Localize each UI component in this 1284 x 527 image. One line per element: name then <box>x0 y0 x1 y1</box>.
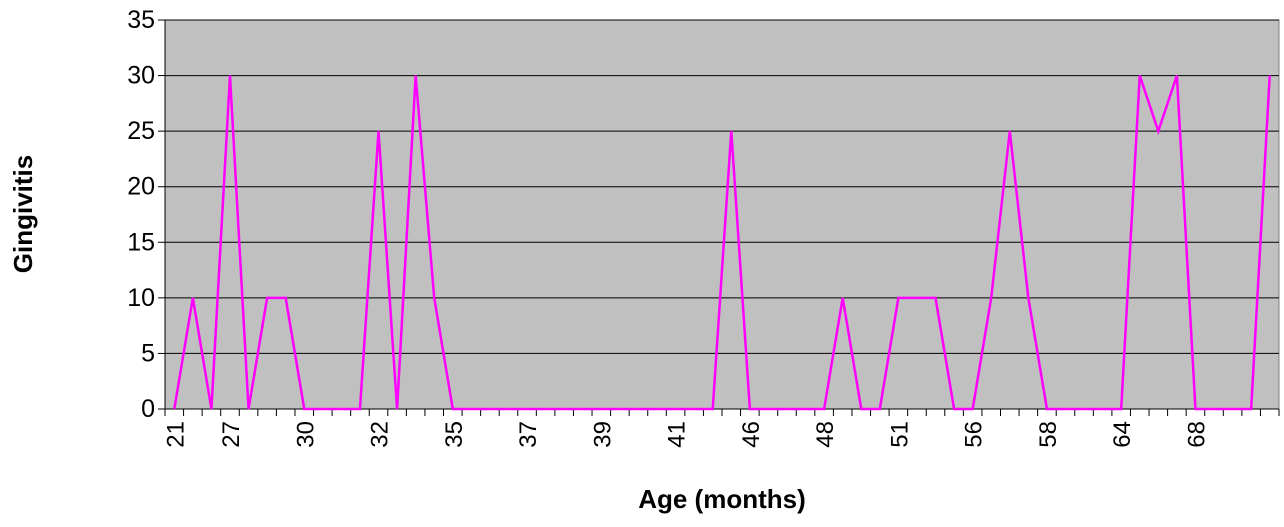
y-tick-label: 35 <box>127 6 155 34</box>
y-tick-label: 15 <box>127 228 155 256</box>
x-tick-label: 48 <box>812 421 839 448</box>
x-tick-label: 39 <box>589 421 616 448</box>
y-tick-label: 25 <box>127 117 155 145</box>
x-tick-label: 46 <box>738 421 765 448</box>
y-tick-label: 0 <box>141 395 155 423</box>
plot-area <box>164 19 1280 410</box>
data-line <box>173 75 1271 411</box>
y-axis-title: Gingivitis <box>8 155 38 273</box>
x-tick-label: 35 <box>441 421 468 448</box>
x-tick-label: 30 <box>292 421 319 448</box>
x-tick-label: 56 <box>961 421 988 448</box>
y-tick-label: 5 <box>141 339 155 367</box>
y-tick-label: 10 <box>127 284 155 312</box>
x-tick-label: 41 <box>664 421 691 448</box>
x-tick-label: 58 <box>1035 421 1062 448</box>
x-tick-label: 51 <box>886 421 913 448</box>
x-tick-label: 68 <box>1183 421 1210 448</box>
x-tick-label: 37 <box>515 421 542 448</box>
x-tick-label: 64 <box>1109 421 1136 448</box>
x-tick-label: 21 <box>162 421 189 448</box>
x-axis-title: Age (months) <box>638 484 806 514</box>
x-tick-label: 27 <box>218 421 245 448</box>
y-tick-label: 30 <box>127 62 155 90</box>
x-tick-label: 32 <box>367 421 394 448</box>
y-tick-label: 20 <box>127 173 155 201</box>
